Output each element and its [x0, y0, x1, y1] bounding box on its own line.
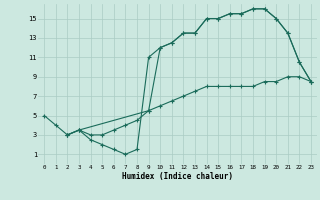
X-axis label: Humidex (Indice chaleur): Humidex (Indice chaleur)	[122, 172, 233, 181]
